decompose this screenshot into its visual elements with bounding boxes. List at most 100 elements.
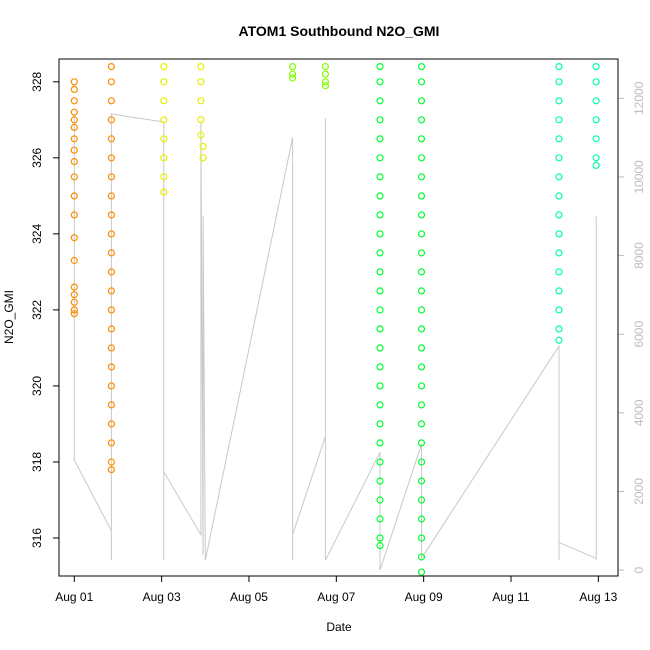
data-point [197, 97, 205, 105]
data-point [289, 70, 297, 78]
data-point [107, 401, 116, 409]
data-point [555, 306, 563, 314]
data-point [376, 78, 384, 86]
data-point [376, 363, 384, 371]
data-point [107, 249, 116, 257]
data-point [197, 78, 205, 86]
data-point [70, 78, 78, 86]
data-point [70, 283, 78, 291]
data-point [417, 211, 426, 219]
y2-tick-label: 8000 [632, 242, 646, 269]
data-point [376, 420, 384, 428]
data-point [376, 306, 384, 314]
data-point [70, 158, 78, 166]
data-point [376, 135, 384, 143]
data-point [592, 78, 600, 86]
data-point [70, 211, 78, 219]
data-point [376, 97, 384, 105]
data-point [417, 439, 426, 447]
data-point [160, 135, 168, 143]
data-point [555, 116, 563, 124]
data-point [555, 135, 563, 143]
data-point [107, 306, 116, 314]
data-point [107, 173, 116, 181]
data-point [417, 344, 426, 352]
data-point [376, 344, 384, 352]
data-point [555, 192, 563, 200]
y-tick-label: 324 [30, 224, 44, 244]
x-tick-label: Aug 09 [405, 590, 443, 604]
data-point [555, 211, 563, 219]
y-tick-label: 316 [30, 528, 44, 548]
data-point [107, 62, 116, 71]
data-point [592, 161, 600, 169]
data-point [107, 466, 116, 474]
data-point [107, 78, 116, 86]
data-point [376, 287, 384, 295]
data-point [417, 192, 426, 200]
data-point [417, 477, 426, 485]
data-point [555, 268, 563, 276]
data-point [555, 230, 563, 238]
y2-tick-label: 4000 [632, 399, 646, 426]
data-point [107, 325, 116, 333]
data-point [555, 325, 563, 333]
data-point [70, 116, 78, 124]
y2-tick-label: 2000 [632, 478, 646, 505]
data-point [197, 131, 205, 139]
data-point [321, 62, 329, 71]
data-point [107, 363, 116, 371]
data-point [417, 249, 426, 257]
data-point [555, 249, 563, 257]
data-point [417, 534, 426, 542]
data-point [107, 268, 116, 276]
data-point [376, 496, 384, 504]
data-point [592, 62, 600, 71]
y-tick-label: 328 [30, 71, 44, 91]
data-point [417, 62, 426, 71]
data-point [417, 97, 426, 105]
x-tick-label: Aug 01 [55, 590, 93, 604]
x-tick-label: Aug 07 [317, 590, 355, 604]
data-point [376, 116, 384, 124]
data-point [417, 306, 426, 314]
data-point [107, 116, 116, 124]
data-point [376, 192, 384, 200]
data-point [417, 230, 426, 238]
plot-frame [58, 58, 619, 577]
chart-title: ATOM1 Southbound N2O_GMI [239, 23, 440, 39]
data-point [160, 173, 168, 181]
data-point [160, 62, 168, 71]
data-point [376, 211, 384, 219]
y-tick-label: 322 [30, 300, 44, 320]
y2-tick-label: 0 [632, 566, 646, 573]
data-point [417, 420, 426, 428]
data-point [160, 188, 168, 196]
data-point [417, 173, 426, 181]
data-point [197, 62, 205, 71]
data-point [107, 97, 116, 105]
data-point [376, 268, 384, 276]
data-point [199, 142, 207, 150]
data-point [417, 78, 426, 86]
data-point [376, 173, 384, 181]
data-point [376, 534, 384, 542]
data-point [417, 154, 426, 162]
data-point [376, 154, 384, 162]
data-point [107, 439, 116, 447]
data-point [376, 439, 384, 447]
data-point [417, 116, 426, 124]
data-point [555, 154, 563, 162]
plot-area: Aug 01 Aug 03 Aug 05 Aug 07 Aug 09 Aug 11 Aug … [30, 62, 646, 604]
data-point [376, 230, 384, 238]
data-point [555, 336, 563, 344]
data-point [197, 116, 205, 124]
data-point [592, 116, 600, 124]
data-point [376, 515, 384, 523]
data-point [417, 325, 426, 333]
data-point [417, 515, 426, 523]
data-point [417, 496, 426, 504]
data-point [592, 135, 600, 143]
data-point [70, 146, 78, 154]
